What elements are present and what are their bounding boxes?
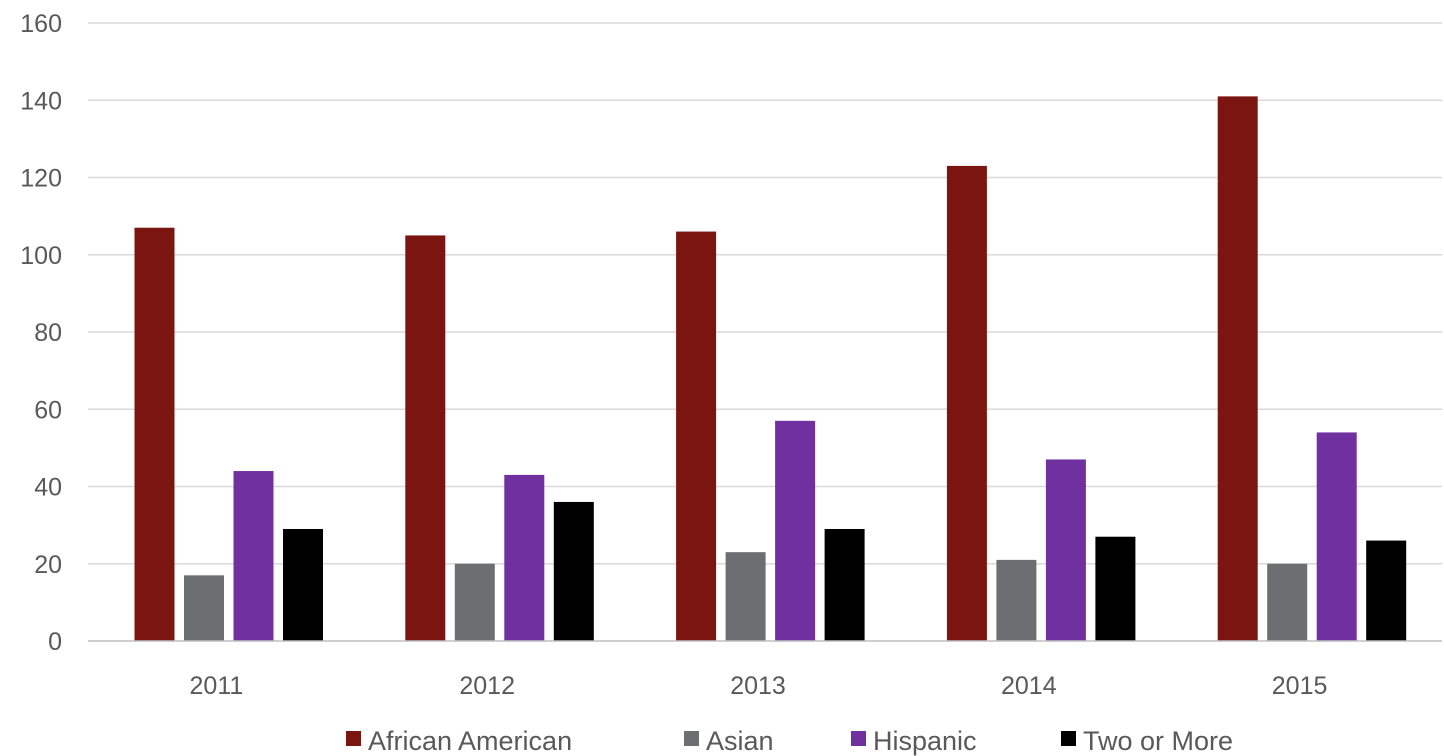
y-tick-label: 160 <box>20 10 62 38</box>
legend: African American Asian Hispanic Two or More <box>346 726 1233 756</box>
legend-label: Asian <box>706 726 774 756</box>
bar-two-or-more-2013 <box>824 528 865 641</box>
y-tick-label: 40 <box>34 474 62 502</box>
x-axis-ticks: 2011 2012 2013 2014 2015 <box>190 672 1328 700</box>
legend-swatch <box>1061 731 1076 746</box>
bar-asian-2011 <box>184 575 224 641</box>
bar-hispanic-2013 <box>775 420 816 641</box>
bars <box>134 96 1407 641</box>
legend-label: Two or More <box>1083 726 1233 756</box>
bar-asian-2015 <box>1267 563 1308 641</box>
bar-two-or-more-2012 <box>553 501 594 641</box>
y-tick-label: 140 <box>20 87 62 115</box>
legend-swatch <box>684 731 699 746</box>
y-tick-label: 60 <box>34 396 62 424</box>
x-tick-label: 2014 <box>1001 672 1057 700</box>
legend-label: Hispanic <box>873 726 977 756</box>
bar-hispanic-2012 <box>504 474 545 641</box>
y-tick-label: 0 <box>48 628 62 656</box>
y-tick-label: 80 <box>34 319 62 347</box>
x-tick-label: 2015 <box>1272 672 1328 700</box>
bar-hispanic-2015 <box>1316 432 1357 641</box>
y-axis-ticks: 0 20 40 60 80 100 120 140 160 <box>20 10 62 656</box>
y-tick-label: 20 <box>34 551 62 579</box>
legend-label: African American <box>368 726 572 756</box>
bar-two-or-more-2011 <box>283 528 323 641</box>
gridlines <box>88 22 1442 565</box>
x-tick-label: 2013 <box>730 672 786 700</box>
bar-asian-2013 <box>725 552 766 641</box>
bar-hispanic-2014 <box>1045 459 1086 641</box>
bar-african-american-2013 <box>676 231 717 641</box>
bar-two-or-more-2015 <box>1366 540 1407 641</box>
bar-hispanic-2011 <box>233 471 274 641</box>
x-tick-label: 2012 <box>459 672 515 700</box>
bar-african-american-2014 <box>946 165 987 641</box>
bar-two-or-more-2014 <box>1095 536 1136 641</box>
x-tick-label: 2011 <box>190 672 244 700</box>
bar-african-american-2012 <box>405 235 446 641</box>
legend-swatch <box>851 731 866 746</box>
y-tick-label: 120 <box>20 165 62 193</box>
bar-asian-2014 <box>996 559 1037 641</box>
bar-african-american-2011 <box>134 227 175 641</box>
bar-african-american-2015 <box>1217 96 1258 641</box>
y-tick-label: 100 <box>20 242 62 270</box>
bar-asian-2012 <box>454 563 495 641</box>
legend-swatch <box>346 731 361 746</box>
